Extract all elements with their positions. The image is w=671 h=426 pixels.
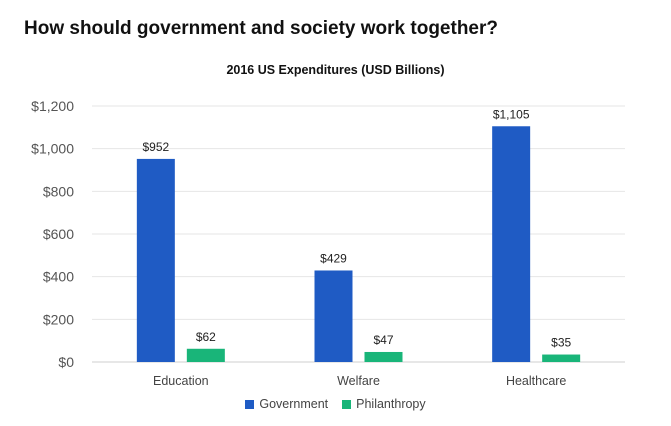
y-tick-label: $400 <box>43 269 74 285</box>
y-tick-label: $0 <box>58 354 74 370</box>
data-label: $1,105 <box>493 107 530 121</box>
y-axis-tick-labels: $0 $200 $400 $600 $800 $1,000 $1,200 <box>31 98 74 370</box>
y-tick-label: $1,200 <box>31 98 74 114</box>
data-label: $429 <box>320 251 347 265</box>
legend-item-government: Government <box>245 397 328 411</box>
legend-label-government: Government <box>259 397 329 411</box>
bar-philanthropy-healthcare <box>542 354 581 362</box>
bar-philanthropy-welfare <box>364 351 403 362</box>
x-axis-category-labels: Education Welfare Healthcare <box>153 374 566 388</box>
bar-government-welfare <box>314 270 353 362</box>
y-tick-label: $200 <box>43 311 74 327</box>
legend: Government Philanthropy <box>0 397 671 411</box>
gridlines <box>92 105 625 363</box>
bar-government-education <box>136 158 175 362</box>
x-category-label: Healthcare <box>506 374 566 388</box>
legend-item-philanthropy: Philanthropy <box>342 397 426 411</box>
y-tick-label: $800 <box>43 183 74 199</box>
data-label: $952 <box>142 140 169 154</box>
legend-swatch-government <box>245 399 255 409</box>
data-labels: $952 $62 $429 $47 $1,105 $35 <box>142 107 571 349</box>
x-category-label: Education <box>153 374 209 388</box>
bar-philanthropy-education <box>186 348 225 362</box>
data-label: $62 <box>196 330 216 344</box>
y-tick-label: $600 <box>43 226 74 242</box>
page-title: How should government and society work t… <box>24 18 498 39</box>
chart-title: 2016 US Expenditures (USD Billions) <box>226 63 445 77</box>
x-category-label: Welfare <box>337 374 380 388</box>
bars <box>136 126 581 363</box>
y-tick-label: $1,000 <box>31 141 74 157</box>
data-label: $35 <box>551 336 571 350</box>
legend-label-philanthropy: Philanthropy <box>356 397 426 411</box>
bar-government-healthcare <box>492 126 531 363</box>
legend-swatch-philanthropy <box>342 399 352 409</box>
data-label: $47 <box>373 333 393 347</box>
